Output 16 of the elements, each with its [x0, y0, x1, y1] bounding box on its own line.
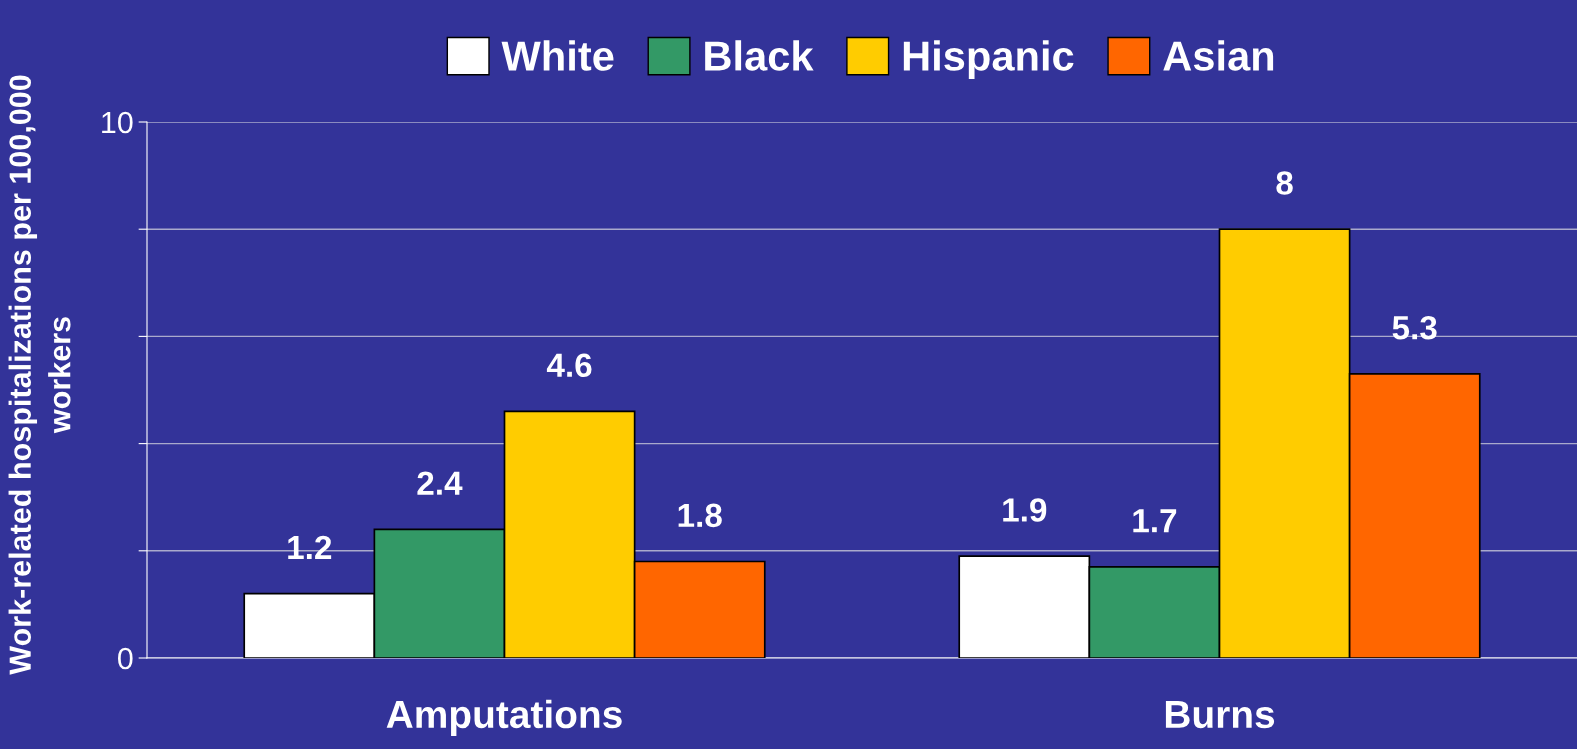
legend-label: Hispanic — [903, 40, 1074, 80]
legend-label: Black — [705, 40, 814, 71]
x-tick-label: Amputations — [386, 699, 622, 736]
data-label: 2.4 — [417, 471, 463, 495]
legend-label: Asian — [1163, 40, 1274, 71]
data-label: 4.6 — [546, 353, 592, 378]
data-label: 1.8 — [678, 503, 722, 528]
data-label: 1.7 — [1133, 509, 1177, 533]
data-label: 8 — [1276, 171, 1293, 195]
legend-label: White — [501, 40, 614, 71]
y-tick-label: 10 — [102, 111, 133, 134]
x-tick-label: Burns — [1165, 701, 1275, 729]
data-label: 1.9 — [1003, 498, 1047, 522]
y-tick-label: 0 — [118, 647, 133, 670]
data-label: 5.3 — [1392, 315, 1437, 340]
y-axis-title: Work-related hospitalizations per 100,000 workers — [8, 75, 71, 675]
